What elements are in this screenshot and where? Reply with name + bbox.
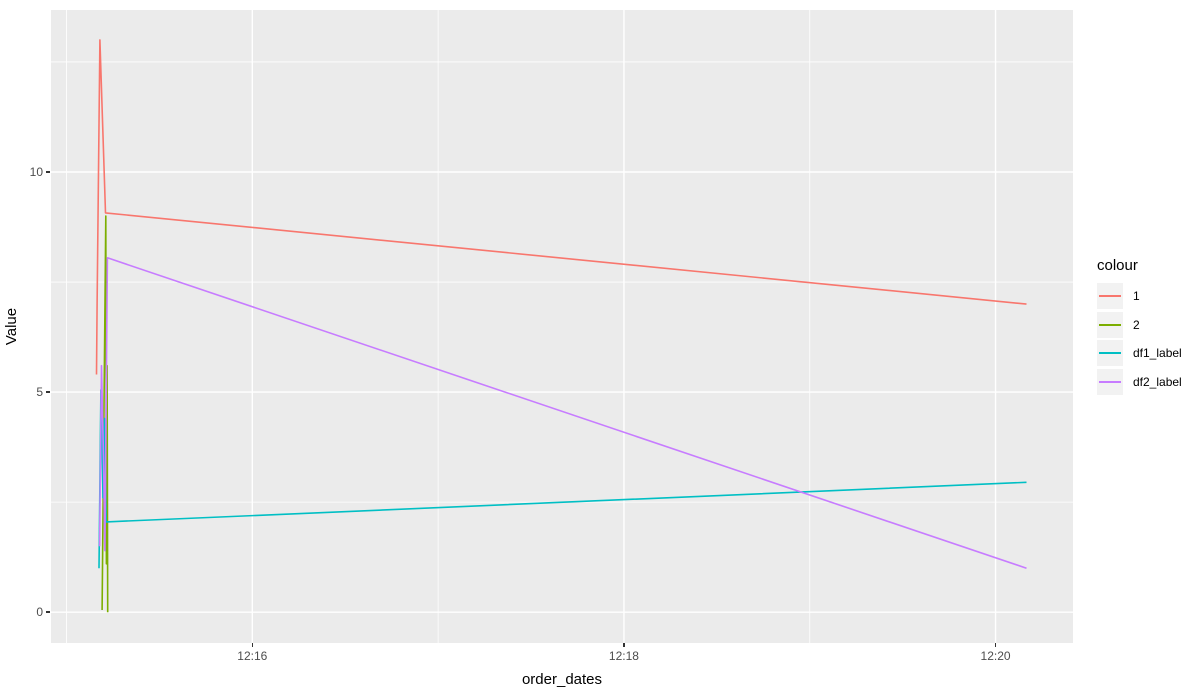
legend-key — [1097, 311, 1123, 338]
series-line-df1_label — [98, 389, 1027, 569]
legend-key-line — [1099, 295, 1121, 298]
legend: colour 1 2 df1_label df2_label — [1097, 257, 1182, 396]
plot-panel — [51, 10, 1073, 643]
series-line-1 — [95, 39, 1027, 375]
x-tick-mark — [251, 643, 254, 647]
legend-key — [1097, 340, 1123, 367]
y-tick-mark — [46, 171, 50, 173]
legend-key — [1097, 368, 1123, 395]
series-line-2 — [101, 215, 109, 613]
legend-key-line — [1099, 323, 1121, 326]
legend-key — [1097, 283, 1123, 310]
legend-item-label: 1 — [1133, 289, 1140, 304]
legend-key-line — [1099, 380, 1121, 383]
legend-item: df1_label — [1097, 339, 1182, 368]
x-tick-label: 12:16 — [237, 649, 268, 663]
x-tick-mark — [623, 643, 625, 647]
legend-item-label: 2 — [1133, 317, 1140, 332]
y-tick-label: 0 — [36, 605, 43, 620]
legend-title: colour — [1097, 257, 1138, 274]
y-axis-title-text: Value — [3, 307, 21, 346]
y-tick-label: 5 — [36, 385, 43, 400]
x-tick-mark — [994, 643, 997, 647]
x-tick-label: 12:20 — [980, 649, 1011, 663]
legend-item: df2_label — [1097, 368, 1182, 397]
y-tick-label: 10 — [29, 164, 43, 179]
plot-lines — [51, 10, 1073, 643]
legend-item: 1 — [1097, 282, 1182, 311]
legend-item-label: df1_label — [1133, 346, 1182, 361]
x-axis-title: order_dates — [521, 671, 603, 688]
legend-item: 2 — [1097, 311, 1182, 340]
legend-item-label: df2_label — [1133, 374, 1182, 389]
y-tick-mark — [46, 611, 50, 613]
legend-rows: 1 2 df1_label df2_label — [1097, 282, 1182, 396]
y-tick-mark — [46, 391, 50, 393]
legend-key-line — [1099, 352, 1121, 355]
series-line-df2_label — [98, 257, 1027, 569]
x-tick-label: 12:18 — [608, 649, 639, 663]
y-axis-title: Value — [2, 10, 22, 643]
